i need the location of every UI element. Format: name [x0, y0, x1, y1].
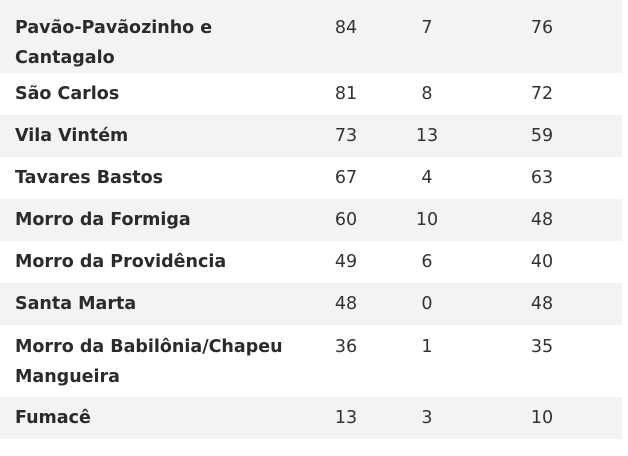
row-name: Santa Marta [0, 283, 300, 325]
row-value-2: 10 [392, 199, 462, 241]
table-row: Fumacê 13 3 10 [0, 397, 622, 439]
row-value-3: 48 [462, 283, 622, 325]
row-value-1: 36 [334, 337, 358, 357]
row-value-1: 49 [334, 252, 358, 272]
table-row: Tavares Bastos 67 4 63 [0, 157, 622, 199]
row-value-3: 63 [530, 168, 554, 188]
table-row: Vila Vintém 73 13 59 [0, 115, 622, 157]
row-value-2: 1 [421, 337, 433, 357]
table-row: Morro da Providência 49 6 40 [0, 241, 622, 283]
row-name: Morro da Formiga [0, 199, 300, 241]
row-name: Vila Vintém [0, 115, 300, 157]
table-row: Santa Marta 48 0 48 [0, 283, 622, 325]
table-row: Morro da Babilônia/Chapeu Mangueira 36 1… [0, 325, 622, 397]
row-value-2: 8 [421, 84, 433, 104]
row-value-3: 76 [462, 0, 622, 73]
row-value-3: 72 [530, 84, 554, 104]
row-value-2: 6 [421, 252, 433, 272]
row-name: Morro da Babilônia/Chapeu Mangueira [15, 337, 283, 387]
favela-data-table: Pavão-Pavãozinho e Cantagalo 84 7 76 São… [0, 0, 622, 439]
row-value-3: 40 [530, 252, 554, 272]
row-value-2: 0 [392, 283, 462, 325]
row-value-3: 59 [462, 115, 622, 157]
row-value-2: 3 [392, 397, 462, 439]
row-value-1: 73 [300, 115, 392, 157]
row-name: Morro da Providência [15, 252, 227, 272]
row-name: São Carlos [15, 84, 120, 104]
table-row: Morro da Formiga 60 10 48 [0, 199, 622, 241]
row-name: Pavão-Pavãozinho e Cantagalo [0, 0, 300, 73]
row-value-3: 48 [462, 199, 622, 241]
row-value-1: 81 [334, 84, 358, 104]
row-name: Fumacê [0, 397, 300, 439]
row-value-1: 67 [334, 168, 358, 188]
row-value-1: 48 [300, 283, 392, 325]
row-value-3: 35 [530, 337, 554, 357]
table-row: Pavão-Pavãozinho e Cantagalo 84 7 76 [0, 0, 622, 73]
row-value-3: 10 [462, 397, 622, 439]
row-value-2: 4 [421, 168, 433, 188]
row-value-2: 13 [392, 115, 462, 157]
row-value-2: 7 [392, 0, 462, 73]
row-value-1: 60 [300, 199, 392, 241]
table-row: São Carlos 81 8 72 [0, 73, 622, 115]
row-value-1: 84 [300, 0, 392, 73]
row-name: Tavares Bastos [15, 168, 164, 188]
row-value-1: 13 [300, 397, 392, 439]
